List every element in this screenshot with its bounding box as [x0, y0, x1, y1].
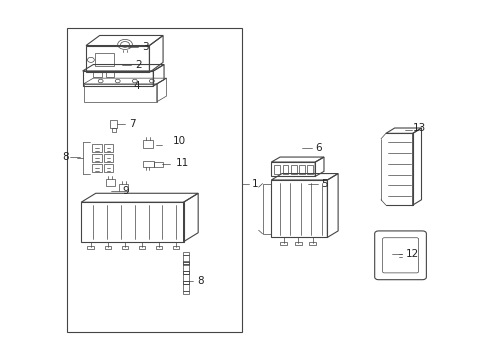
- Bar: [172, 246, 179, 249]
- Bar: [122, 246, 128, 249]
- Bar: [66, 28, 242, 332]
- Bar: [183, 281, 188, 284]
- Bar: [182, 255, 189, 262]
- Text: 11: 11: [176, 158, 189, 168]
- Bar: [183, 271, 188, 274]
- Bar: [87, 246, 94, 249]
- Bar: [139, 246, 145, 249]
- Bar: [156, 246, 162, 249]
- Text: 6: 6: [315, 143, 322, 153]
- Bar: [104, 246, 111, 249]
- Bar: [282, 165, 288, 174]
- Text: 7: 7: [129, 120, 135, 129]
- Bar: [280, 242, 286, 245]
- Text: 13: 13: [412, 123, 425, 133]
- Bar: [183, 281, 188, 284]
- Bar: [105, 179, 115, 186]
- Text: 1: 1: [251, 179, 258, 189]
- Bar: [183, 261, 188, 264]
- Bar: [154, 162, 162, 167]
- Text: 10: 10: [172, 136, 185, 146]
- Bar: [183, 252, 188, 255]
- Text: 12: 12: [405, 248, 418, 258]
- Bar: [290, 165, 296, 174]
- Text: 4: 4: [134, 81, 140, 91]
- Bar: [309, 242, 316, 245]
- Bar: [182, 284, 189, 291]
- Bar: [183, 271, 188, 274]
- Bar: [294, 242, 301, 245]
- Text: 3: 3: [142, 42, 148, 52]
- Text: 2: 2: [135, 60, 142, 70]
- Bar: [143, 161, 154, 167]
- Bar: [103, 154, 113, 162]
- Text: 9: 9: [122, 186, 129, 196]
- Bar: [112, 128, 116, 132]
- Bar: [92, 144, 102, 152]
- Bar: [103, 164, 113, 172]
- Bar: [307, 165, 313, 174]
- Bar: [182, 264, 189, 271]
- Text: 5: 5: [321, 179, 327, 189]
- Bar: [93, 72, 102, 77]
- Bar: [143, 140, 153, 148]
- Bar: [103, 144, 113, 152]
- Bar: [182, 274, 189, 281]
- Bar: [299, 165, 305, 174]
- Text: 8: 8: [62, 152, 69, 162]
- Bar: [274, 165, 280, 174]
- Bar: [183, 262, 188, 265]
- Text: 8: 8: [197, 276, 203, 286]
- Bar: [183, 291, 188, 294]
- Bar: [105, 72, 114, 77]
- Bar: [119, 184, 128, 192]
- Bar: [92, 164, 102, 172]
- Bar: [110, 121, 117, 129]
- Bar: [92, 154, 102, 162]
- Bar: [95, 53, 114, 66]
